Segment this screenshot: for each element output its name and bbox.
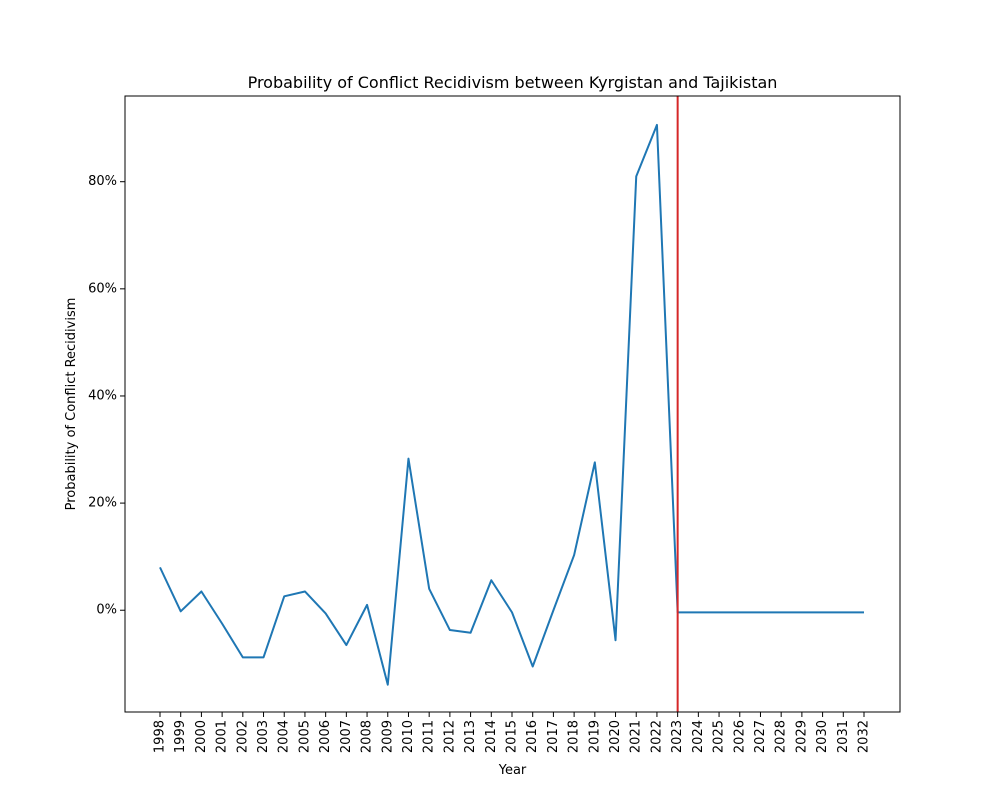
- x-axis-label: Year: [498, 763, 527, 778]
- x-tick-label: 2030: [815, 720, 830, 753]
- x-tick-label: 2023: [670, 720, 685, 753]
- x-tick-label: 2017: [546, 720, 561, 753]
- x-tick-label: 2016: [525, 720, 540, 753]
- plot-area: [159, 96, 864, 712]
- x-tick-label: 2019: [587, 720, 602, 753]
- x-tick-label: 2021: [629, 720, 644, 753]
- x-tick-label: 2007: [339, 720, 354, 753]
- x-tick-label: 2010: [401, 720, 416, 753]
- x-tick-label: 2015: [505, 720, 520, 753]
- x-tick-label: 2032: [857, 720, 872, 753]
- y-axis-ticks: 0% 20% 40% 60% 80%: [88, 174, 125, 618]
- y-tick-label: 20%: [88, 496, 117, 511]
- x-tick-label: 2026: [732, 720, 747, 753]
- x-tick-label: 2029: [794, 720, 809, 753]
- x-tick-label: 2000: [194, 720, 209, 753]
- x-tick-label: 2002: [235, 720, 250, 753]
- x-tick-label: 2025: [712, 720, 727, 753]
- y-tick-label: 80%: [88, 174, 117, 189]
- x-tick-label: 1999: [173, 720, 188, 753]
- x-tick-label: 2024: [691, 720, 706, 753]
- x-tick-label: 2031: [836, 720, 851, 753]
- y-tick-label: 60%: [88, 281, 117, 296]
- x-tick-label: 1998: [153, 720, 168, 753]
- x-tick-label: 2011: [422, 720, 437, 753]
- y-axis-label: Probability of Conflict Recidivism: [64, 298, 79, 511]
- x-tick-label: 2018: [567, 720, 582, 753]
- x-tick-label: 2013: [463, 720, 478, 753]
- x-tick-label: 2001: [215, 720, 230, 753]
- x-tick-label: 2005: [297, 720, 312, 753]
- x-tick-label: 2027: [753, 720, 768, 753]
- x-tick-label: 2028: [774, 720, 789, 753]
- y-tick-label: 40%: [88, 388, 117, 403]
- x-tick-label: 2012: [442, 720, 457, 753]
- x-tick-label: 2022: [649, 720, 664, 753]
- y-tick-label: 0%: [96, 603, 117, 618]
- x-tick-label: 2009: [380, 720, 395, 753]
- x-tick-label: 2003: [256, 720, 271, 753]
- axes-frame: [124, 95, 901, 713]
- x-tick-label: 2004: [277, 720, 292, 753]
- x-tick-label: 2020: [608, 720, 623, 753]
- x-tick-label: 2014: [484, 720, 499, 753]
- chart-title: Probability of Conflict Recidivism betwe…: [248, 73, 778, 92]
- x-tick-label: 2008: [360, 720, 375, 753]
- x-tick-label: 2006: [318, 720, 333, 753]
- x-axis-ticks: 1998 1999 2000 2001 2002 2003 2004 2005 2006 2007…: [153, 712, 872, 753]
- series-line-0: [159, 123, 864, 686]
